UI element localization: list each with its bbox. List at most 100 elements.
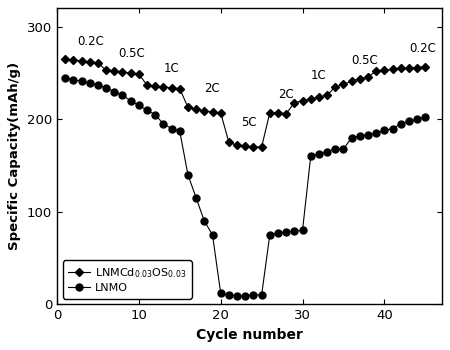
Legend: LNMCd$_{0.03}$OS$_{0.03}$, LNMO: LNMCd$_{0.03}$OS$_{0.03}$, LNMO [63, 260, 192, 299]
X-axis label: Cycle number: Cycle number [196, 328, 303, 342]
Y-axis label: Specific Capacity(mAh/g): Specific Capacity(mAh/g) [9, 62, 21, 250]
LNMO [333, 147, 338, 151]
LNMO [79, 79, 84, 84]
LNMO [390, 126, 395, 131]
Text: 0.5C: 0.5C [118, 47, 145, 60]
Text: 1C: 1C [163, 62, 179, 75]
LNMO [144, 108, 150, 112]
LNMCd$_{0.03}$OS$_{0.03}$ [406, 66, 412, 71]
LNMO [128, 99, 133, 103]
LNMCd$_{0.03}$OS$_{0.03}$ [79, 59, 84, 63]
LNMCd$_{0.03}$OS$_{0.03}$ [153, 84, 158, 88]
LNMCd$_{0.03}$OS$_{0.03}$ [234, 143, 240, 147]
LNMO [316, 152, 322, 156]
LNMO [226, 293, 232, 297]
Text: 2C: 2C [278, 88, 294, 101]
LNMCd$_{0.03}$OS$_{0.03}$ [251, 145, 256, 149]
LNMO [161, 122, 166, 126]
LNMO [202, 219, 207, 223]
LNMO [87, 81, 92, 85]
LNMCd$_{0.03}$OS$_{0.03}$ [218, 111, 223, 115]
LNMCd$_{0.03}$OS$_{0.03}$ [226, 140, 232, 145]
LNMO [104, 86, 109, 90]
LNMO [398, 122, 404, 126]
LNMO [112, 90, 117, 94]
LNMCd$_{0.03}$OS$_{0.03}$ [357, 77, 363, 81]
Text: 5C: 5C [241, 116, 257, 128]
LNMO [341, 147, 346, 151]
LNMCd$_{0.03}$OS$_{0.03}$ [104, 68, 109, 72]
LNMO [406, 119, 412, 123]
LNMCd$_{0.03}$OS$_{0.03}$ [185, 105, 191, 110]
LNMCd$_{0.03}$OS$_{0.03}$ [398, 66, 404, 71]
LNMO [234, 294, 240, 298]
LNMCd$_{0.03}$OS$_{0.03}$ [177, 87, 182, 91]
LNMCd$_{0.03}$OS$_{0.03}$ [95, 61, 101, 65]
LNMO [153, 113, 158, 117]
LNMO [243, 294, 248, 298]
LNMCd$_{0.03}$OS$_{0.03}$ [324, 93, 330, 97]
LNMCd$_{0.03}$OS$_{0.03}$ [300, 99, 305, 103]
LNMO [308, 154, 313, 159]
LNMO [292, 229, 297, 233]
LNMO [324, 149, 330, 154]
LNMCd$_{0.03}$OS$_{0.03}$ [390, 67, 395, 71]
LNMCd$_{0.03}$OS$_{0.03}$ [423, 64, 428, 69]
LNMO [300, 228, 305, 232]
LNMCd$_{0.03}$OS$_{0.03}$ [144, 83, 150, 87]
LNMCd$_{0.03}$OS$_{0.03}$ [120, 70, 125, 74]
LNMO [95, 83, 101, 87]
LNMO [423, 116, 428, 120]
Text: 0.2C: 0.2C [409, 42, 436, 55]
LNMO [284, 230, 289, 234]
LNMO [210, 233, 215, 237]
LNMO [63, 76, 68, 80]
LNMCd$_{0.03}$OS$_{0.03}$ [333, 85, 338, 89]
LNMCd$_{0.03}$OS$_{0.03}$ [210, 110, 215, 114]
LNMCd$_{0.03}$OS$_{0.03}$ [128, 71, 133, 75]
LNMO [136, 103, 142, 107]
LNMCd$_{0.03}$OS$_{0.03}$ [169, 86, 174, 90]
Text: 1C: 1C [310, 69, 326, 82]
LNMCd$_{0.03}$OS$_{0.03}$ [202, 109, 207, 113]
LNMO [251, 293, 256, 297]
LNMCd$_{0.03}$OS$_{0.03}$ [112, 69, 117, 73]
LNMO [357, 134, 363, 138]
Line: LNMCd$_{0.03}$OS$_{0.03}$: LNMCd$_{0.03}$OS$_{0.03}$ [62, 56, 428, 150]
LNMCd$_{0.03}$OS$_{0.03}$ [71, 58, 76, 62]
LNMO [382, 128, 387, 133]
LNMO [374, 131, 379, 135]
LNMO [185, 173, 191, 177]
Text: 0.2C: 0.2C [77, 35, 104, 48]
LNMO [414, 117, 420, 121]
LNMCd$_{0.03}$OS$_{0.03}$ [316, 95, 322, 99]
LNMCd$_{0.03}$OS$_{0.03}$ [341, 82, 346, 86]
LNMCd$_{0.03}$OS$_{0.03}$ [259, 145, 264, 149]
LNMCd$_{0.03}$OS$_{0.03}$ [243, 144, 248, 148]
LNMCd$_{0.03}$OS$_{0.03}$ [349, 79, 354, 84]
LNMO [177, 129, 182, 133]
LNMO [365, 133, 371, 137]
LNMO [349, 136, 354, 140]
Text: 0.5C: 0.5C [351, 54, 378, 66]
LNMCd$_{0.03}$OS$_{0.03}$ [161, 85, 166, 89]
LNMO [71, 77, 76, 82]
LNMO [275, 231, 281, 235]
LNMO [267, 233, 273, 237]
LNMCd$_{0.03}$OS$_{0.03}$ [292, 100, 297, 105]
LNMO [259, 293, 264, 297]
Text: 2C: 2C [204, 82, 220, 95]
Line: LNMO: LNMO [62, 74, 429, 299]
LNMCd$_{0.03}$OS$_{0.03}$ [365, 75, 371, 79]
LNMCd$_{0.03}$OS$_{0.03}$ [275, 111, 281, 115]
LNMCd$_{0.03}$OS$_{0.03}$ [267, 111, 273, 115]
LNMCd$_{0.03}$OS$_{0.03}$ [194, 107, 199, 111]
LNMO [194, 196, 199, 200]
LNMO [120, 93, 125, 97]
LNMCd$_{0.03}$OS$_{0.03}$ [308, 97, 313, 101]
LNMCd$_{0.03}$OS$_{0.03}$ [284, 112, 289, 116]
LNMCd$_{0.03}$OS$_{0.03}$ [414, 65, 420, 70]
LNMCd$_{0.03}$OS$_{0.03}$ [87, 60, 92, 64]
LNMCd$_{0.03}$OS$_{0.03}$ [63, 57, 68, 61]
LNMCd$_{0.03}$OS$_{0.03}$ [136, 72, 142, 76]
